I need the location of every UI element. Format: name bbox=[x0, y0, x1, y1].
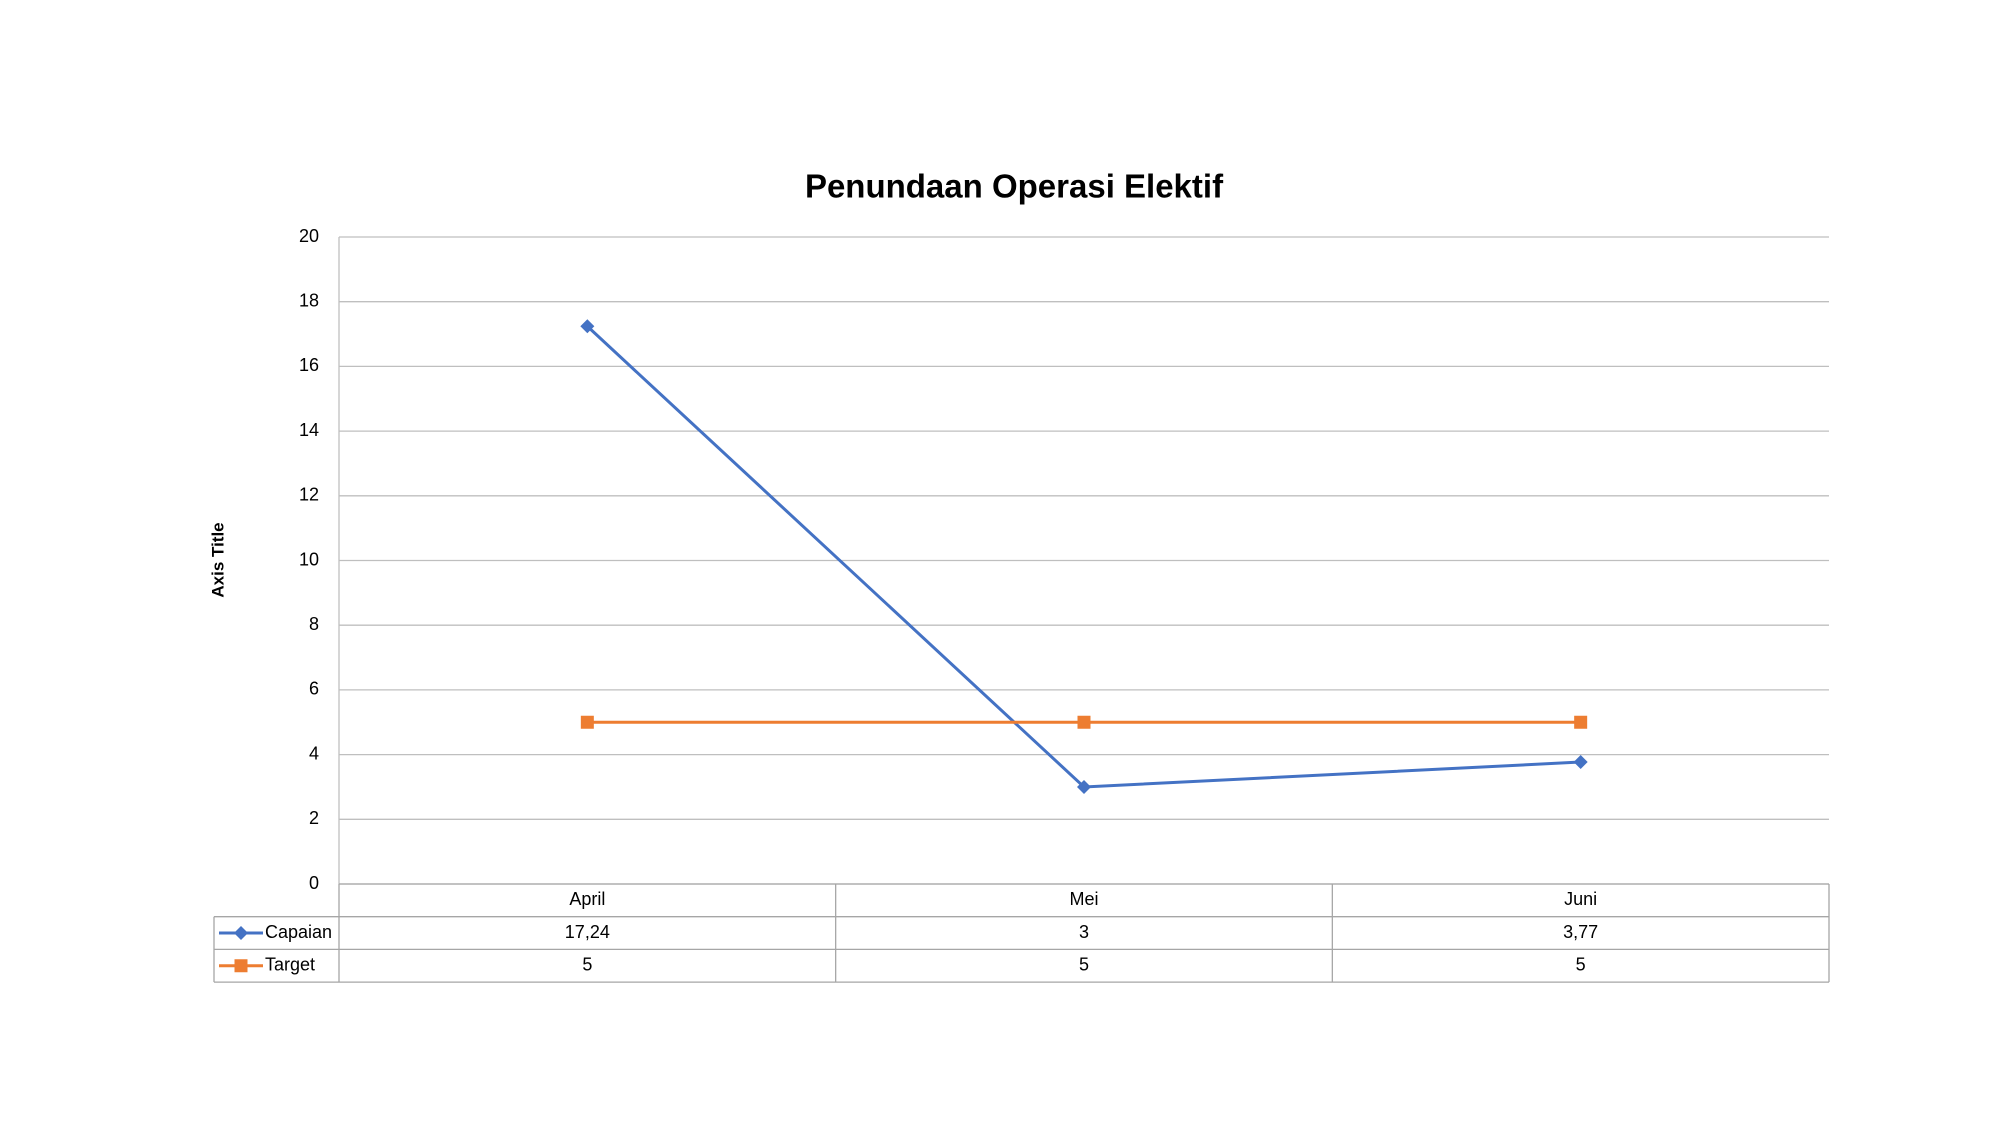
y-axis-title: Axis Title bbox=[208, 522, 227, 597]
x-tick-label: April bbox=[569, 889, 605, 909]
data-label: 5 bbox=[582, 955, 592, 975]
marker bbox=[1077, 715, 1091, 729]
chart-title: Penundaan Operasi Elektif bbox=[805, 168, 1224, 205]
y-tick-label: 8 bbox=[309, 614, 319, 634]
data-label: 3 bbox=[1079, 922, 1089, 942]
x-tick-label: Juni bbox=[1564, 889, 1597, 909]
y-tick-label: 14 bbox=[299, 420, 319, 440]
marker bbox=[1573, 755, 1588, 770]
y-tick-label: 20 bbox=[299, 226, 319, 246]
data-label: 3,77 bbox=[1563, 922, 1598, 942]
marker bbox=[1574, 715, 1588, 729]
marker bbox=[234, 959, 248, 973]
x-tick-label: Mei bbox=[1069, 889, 1098, 909]
marker bbox=[580, 715, 594, 729]
data-label: 17,24 bbox=[565, 922, 610, 942]
y-tick-label: 6 bbox=[309, 679, 319, 699]
data-label: 5 bbox=[1079, 955, 1089, 975]
y-tick-label: 10 bbox=[299, 549, 319, 569]
y-tick-label: 2 bbox=[309, 808, 319, 828]
marker bbox=[1077, 779, 1091, 794]
y-tick-label: 18 bbox=[299, 290, 319, 310]
data-label: 5 bbox=[1576, 955, 1586, 975]
marker bbox=[580, 319, 595, 334]
y-tick-label: 16 bbox=[299, 355, 319, 375]
legend-label: Capaian bbox=[265, 922, 332, 942]
y-tick-label: 0 bbox=[309, 873, 319, 893]
legend-label: Target bbox=[265, 955, 315, 975]
marker bbox=[234, 926, 248, 941]
y-tick-label: 12 bbox=[299, 485, 319, 505]
y-tick-label: 4 bbox=[309, 743, 319, 763]
